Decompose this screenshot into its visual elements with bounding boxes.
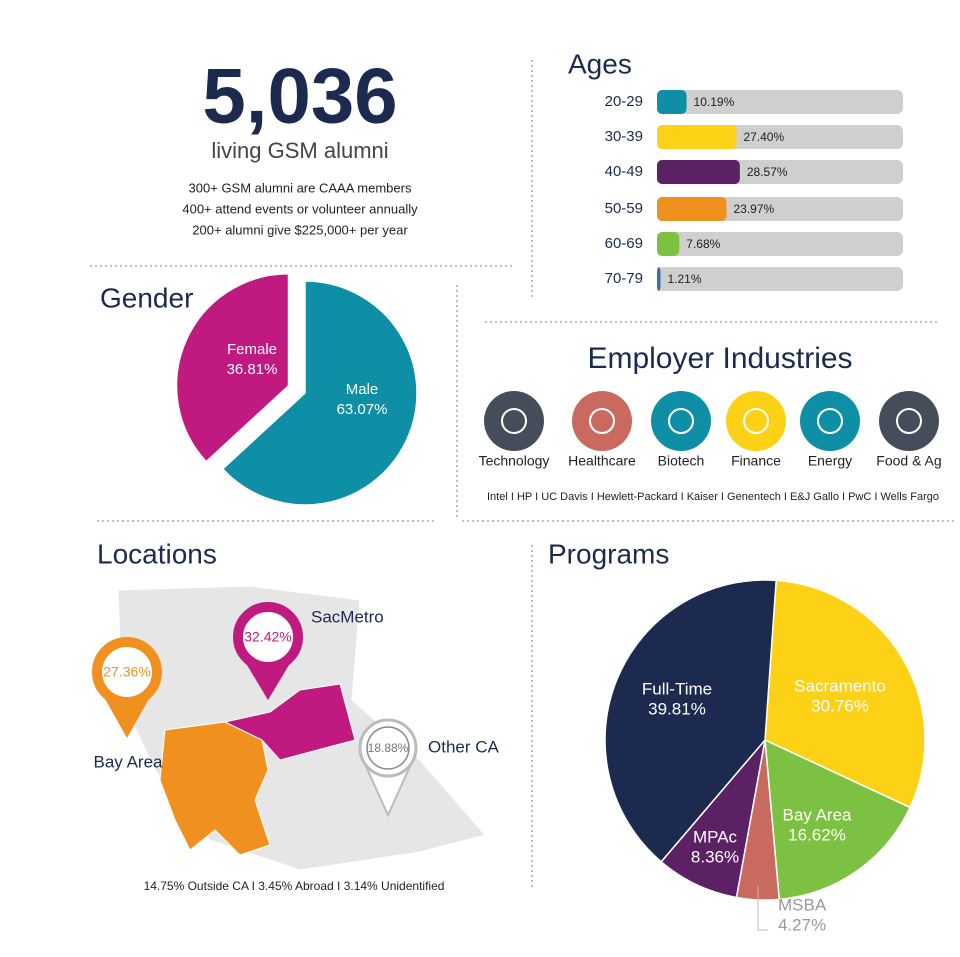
region-share: 32.42% [244,629,291,645]
slice-label: Full-Time [642,679,712,698]
industry-icon [743,408,769,434]
industry-label: Biotech [658,453,705,469]
bar-track [657,267,903,291]
industry-icon [484,391,544,451]
industry-icon [572,391,632,451]
region-share: 18.88% [368,741,409,755]
section-title: Locations [97,538,217,569]
map [92,585,486,871]
industry-label: Food & Ag [876,453,941,469]
bar-track [657,90,903,114]
age-label: 20-29 [605,93,643,110]
pie-slice [764,579,926,809]
industry-icon [817,408,843,434]
region-name: Other CA [428,737,500,756]
region-name: Bay Area [94,752,164,771]
region-name: SacMetro [311,607,384,626]
slice-value: 8.36% [691,847,739,866]
industry-icon [651,391,711,451]
slice-value: 30.76% [811,696,869,715]
age-label: 30-39 [605,128,643,145]
pie-slice [221,280,418,506]
slice-label: Male [346,381,379,398]
industry-icon [800,391,860,451]
slice-value: 4.27% [778,915,826,934]
slice-label: MSBA [778,895,827,914]
age-label: 40-49 [605,163,643,180]
pie-slice [764,738,912,901]
leader-line [757,886,768,931]
bar [657,160,740,184]
pin [233,602,303,672]
bar [657,125,737,149]
value-label: 23.97% [734,202,775,216]
age-label: 50-59 [605,200,643,217]
slice-label: Bay Area [783,805,853,824]
section-title: Ages [568,48,632,79]
bar [657,267,661,291]
pin [366,726,410,770]
bar [657,90,687,114]
industry-icon [589,408,615,434]
region-share: 27.36% [103,664,150,680]
companies: Intel I HP I UC Davis I Hewlett-Packard … [487,491,939,503]
value-label: 10.19% [694,95,735,109]
slice-value: 16.62% [788,825,846,844]
value-label: 28.57% [747,165,788,179]
footnote: 14.75% Outside CA I 3.45% Abroad I 3.14%… [144,879,445,893]
map-region [223,683,356,761]
fact: 200+ alumni give $225,000+ per year [192,222,408,237]
section-title: Employer Industries [587,342,852,375]
slice-label: Female [227,341,277,358]
subtitle: living GSM alumni [211,138,388,163]
slice-value: 39.81% [648,699,706,718]
slice-label: MPAc [693,827,738,846]
total: 5,036 [202,52,397,140]
pie-slice [175,273,290,463]
industry-label: Energy [808,453,852,469]
bar-track [657,232,903,256]
industry-icon [668,408,694,434]
industry-label: Finance [731,453,781,469]
age-label: 70-79 [605,270,643,287]
age-label: 60-69 [605,235,643,252]
value-label: 7.68% [686,237,720,251]
industry-label: Healthcare [568,453,636,469]
pie-slice [604,579,777,863]
section-title: Gender [100,282,193,313]
industry-icon [879,391,939,451]
industry-icon [501,408,527,434]
value-label: 1.21% [668,272,702,286]
industry-icon [896,408,922,434]
fact: 300+ GSM alumni are CAAA members [189,180,412,195]
slice-value: 36.81% [227,361,278,378]
industry-label: Technology [479,453,550,469]
slice-label: Sacramento [794,676,886,695]
bar [657,197,727,221]
pin [92,637,162,707]
industry-icon [726,391,786,451]
fact: 400+ attend events or volunteer annually [182,201,418,216]
section-title: Programs [548,538,669,569]
slice-value: 63.07% [337,401,388,418]
bar [657,232,680,256]
value-label: 27.40% [743,130,784,144]
